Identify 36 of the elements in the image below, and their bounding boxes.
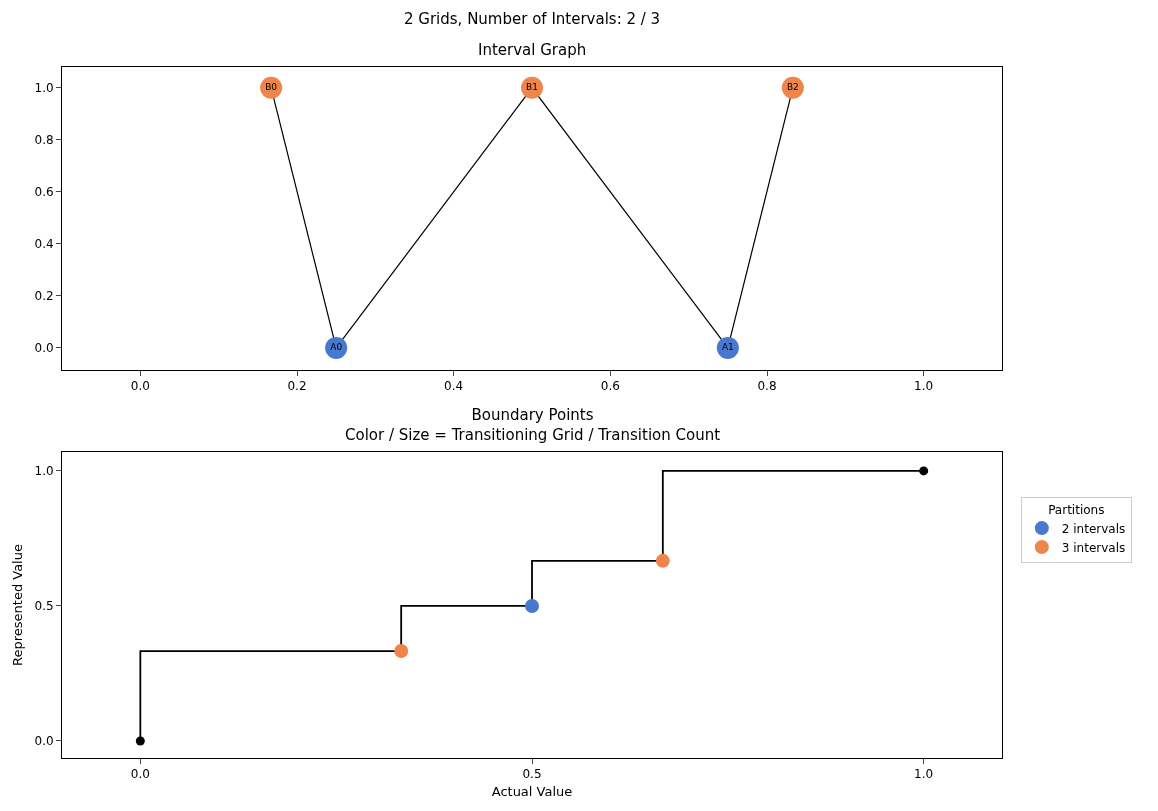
- x-axis-title: Actual Value: [491, 784, 573, 799]
- data-label: B0: [265, 82, 278, 93]
- x-tick-label: 0.2: [287, 379, 307, 394]
- y-tick-label: 0.0: [34, 341, 54, 356]
- legend-label: 3 intervals: [1061, 540, 1126, 555]
- point: [135, 736, 145, 746]
- x-tick-label: 0.0: [130, 379, 150, 394]
- y-tick-label: 0.4: [34, 237, 54, 252]
- x-tick-label: 0.6: [600, 379, 620, 394]
- x-tick-label: 0.4: [444, 379, 464, 394]
- point: [919, 466, 929, 476]
- point: [655, 553, 670, 568]
- y-tick-label: 0.8: [34, 133, 54, 148]
- x-tick-label: 0.8: [757, 379, 777, 394]
- data-label: B2: [786, 82, 799, 93]
- y-tick-label: 0.0: [34, 734, 54, 749]
- y-tick-label: 1.0: [34, 81, 54, 96]
- y-tick-label: 1.0: [34, 464, 54, 479]
- legend-label: 2 intervals: [1061, 521, 1126, 536]
- chart-title: Interval Graph: [478, 41, 587, 59]
- y-axis-title: Represented Value: [10, 544, 26, 666]
- x-tick-label: 0.0: [130, 767, 150, 782]
- y-tick-label: 0.2: [34, 289, 54, 304]
- point: [525, 598, 539, 613]
- y-tick-label: 0.5: [34, 599, 54, 614]
- data-label: A1: [721, 342, 734, 353]
- data-label: A0: [330, 342, 343, 353]
- x-tick-label: 1.0: [914, 379, 934, 394]
- y-tick-label: 0.6: [34, 185, 54, 200]
- legend-title: Partitions: [1048, 502, 1105, 517]
- point: [394, 644, 409, 659]
- text: 2 Grids, Number of Intervals: 2 / 3: [404, 10, 661, 28]
- chart-title: Boundary Points Color / Size = Transitioning Grid / Transition Count: [345, 406, 721, 444]
- x-tick-label: 1.0: [914, 767, 934, 782]
- data-label: B1: [526, 82, 538, 93]
- x-tick-label: 0.5: [522, 767, 542, 782]
